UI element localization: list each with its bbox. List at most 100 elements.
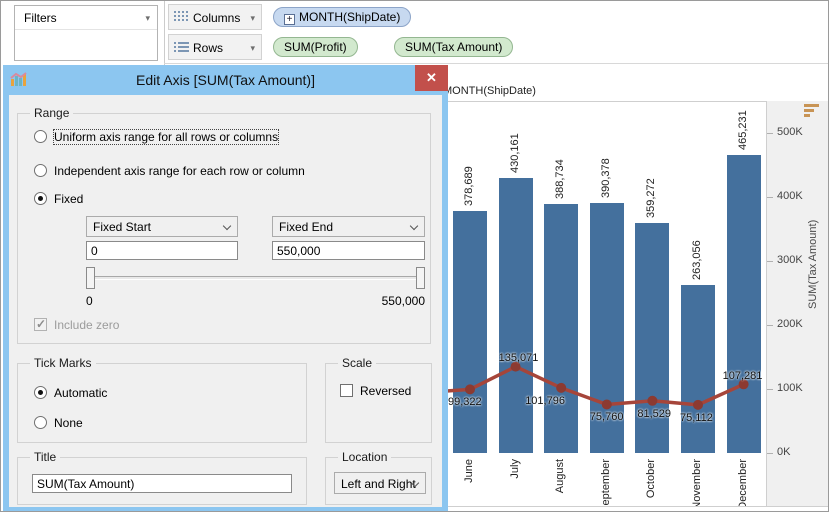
rows-icon — [174, 41, 189, 57]
x-axis-label-august[interactable]: August — [554, 459, 567, 494]
radio-independent-label[interactable]: Independent axis range for each row or c… — [54, 164, 305, 178]
axis-tick — [767, 261, 773, 262]
slider-min-label: 0 — [86, 294, 93, 308]
fixed-end-dropdown[interactable]: Fixed End — [272, 216, 425, 237]
reversed-label[interactable]: Reversed — [360, 384, 412, 398]
range-legend: Range — [30, 106, 74, 120]
radio-none-label[interactable]: None — [54, 416, 83, 430]
expand-icon[interactable]: + — [284, 14, 295, 25]
range-slider-track[interactable] — [86, 276, 425, 280]
panel-divider — [164, 1, 165, 65]
columns-caret-icon[interactable]: ▾ — [250, 13, 255, 23]
range-slider-handle-min[interactable] — [86, 267, 95, 289]
title-legend: Title — [30, 450, 61, 464]
x-axis-labels: June July August September October November De… — [441, 453, 766, 506]
columns-shelf-row: Columns ▾ + MONTH(ShipDate) — [168, 4, 828, 30]
edit-axis-dialog: Edit Axis [SUM(Tax Amount)] ✕ Range Unif… — [3, 65, 448, 511]
fixed-end-input[interactable] — [272, 241, 425, 260]
pill-month-shipdate[interactable]: + MONTH(ShipDate) — [273, 7, 412, 27]
line-marker — [647, 395, 658, 406]
columns-shelf-button[interactable]: Columns ▾ — [168, 4, 262, 30]
dialog-chart-icon — [10, 70, 28, 91]
column-field-header: MONTH(ShipDate) — [443, 85, 536, 97]
location-dropdown-value: Left and Right — [341, 477, 416, 491]
fixed-start-input[interactable] — [86, 241, 238, 260]
pill-label: MONTH(ShipDate) — [299, 10, 401, 24]
rows-shelf-button[interactable]: Rows ▾ — [168, 34, 262, 60]
line-value-label: 75,112 — [680, 411, 713, 424]
title-group: Title — [17, 450, 307, 505]
x-axis-label-june[interactable]: June — [463, 459, 475, 483]
line-marker — [601, 399, 612, 410]
bar-december[interactable] — [726, 155, 761, 453]
bar-october[interactable] — [635, 223, 670, 453]
radio-uniform-label[interactable]: Uniform axis range for all rows or colum… — [52, 129, 280, 145]
location-group: Location Left and Right — [325, 450, 432, 505]
chevron-down-icon — [409, 221, 419, 231]
fixed-start-dropdown[interactable]: Fixed Start — [86, 216, 238, 237]
rows-caret-icon[interactable]: ▾ — [250, 43, 255, 53]
y-axis-title: SUM(Tax Amount) — [807, 219, 819, 309]
chart-view[interactable]: MONTH(ShipDate) 0K 100K 200K 300K 400K 500K 37… — [441, 79, 828, 511]
filters-caret-icon[interactable]: ▾ — [145, 13, 150, 23]
reversed-checkbox[interactable] — [340, 384, 353, 397]
radio-fixed[interactable] — [34, 192, 47, 205]
filters-shelf[interactable]: Filters ▾ — [14, 5, 158, 61]
location-legend: Location — [338, 450, 392, 464]
pill-sum-tax-amount[interactable]: SUM(Tax Amount) — [394, 37, 514, 57]
pane-bottom-border — [441, 506, 828, 507]
bar-june[interactable] — [453, 210, 487, 453]
line-value-label: 99,322 — [448, 396, 482, 409]
line-marker — [693, 399, 703, 410]
axis-tick — [767, 325, 773, 326]
filters-label: Filters — [24, 11, 57, 25]
axis-tick — [767, 197, 773, 198]
line-marker — [556, 382, 567, 393]
range-group: Range Uniform axis range for all rows or… — [17, 106, 431, 344]
dialog-titlebar[interactable]: Edit Axis [SUM(Tax Amount)] ✕ — [3, 65, 448, 95]
range-slider-handle-max[interactable] — [416, 267, 425, 289]
radio-none[interactable] — [34, 416, 47, 429]
x-axis-label-december[interactable]: December — [736, 459, 749, 506]
radio-uniform[interactable] — [34, 130, 47, 143]
include-zero-checkbox — [34, 317, 47, 331]
x-axis-label-october[interactable]: October — [645, 459, 658, 499]
bar-november[interactable] — [681, 284, 715, 453]
close-button[interactable]: ✕ — [415, 65, 448, 91]
pill-label: SUM(Profit) — [284, 40, 347, 54]
line-value-label: 101,796 — [525, 394, 565, 407]
columns-icon — [174, 11, 189, 27]
radio-independent[interactable] — [34, 164, 47, 177]
x-axis-label-november[interactable]: November — [691, 459, 703, 506]
axis-tick-label: 500K — [777, 126, 803, 138]
slider-max-label: 550,000 — [381, 294, 425, 308]
x-axis-label-september[interactable]: September — [599, 459, 612, 506]
line-value-label: 75,760 — [589, 410, 624, 423]
pill-sum-profit[interactable]: SUM(Profit) — [273, 37, 358, 57]
bar-september[interactable] — [589, 203, 624, 453]
scale-legend: Scale — [338, 356, 377, 370]
fixed-start-dropdown-label: Fixed Start — [93, 220, 152, 234]
line-marker — [510, 361, 521, 372]
line-marker — [465, 384, 475, 395]
bar-august[interactable] — [544, 204, 579, 453]
x-axis-label-july[interactable]: July — [508, 459, 521, 479]
axis-title-input[interactable] — [32, 474, 292, 493]
radio-automatic[interactable] — [34, 386, 47, 399]
tick-marks-legend: Tick Marks — [30, 356, 96, 370]
pill-label: SUM(Tax Amount) — [405, 40, 503, 54]
location-dropdown[interactable]: Left and Right — [334, 472, 426, 494]
axis-strip — [767, 101, 828, 506]
bar-july[interactable] — [498, 177, 533, 453]
line-series — [441, 361, 749, 410]
line-value-label: 107,281 — [722, 370, 763, 383]
filters-header: Filters ▾ — [15, 6, 157, 30]
sort-icon[interactable] — [804, 104, 820, 118]
line-marker — [738, 379, 749, 390]
axis-tick-label: 400K — [777, 190, 803, 202]
radio-automatic-label[interactable]: Automatic — [54, 386, 108, 400]
radio-fixed-label[interactable]: Fixed — [54, 192, 84, 206]
pane-top-border — [441, 101, 766, 102]
columns-label: Columns — [193, 11, 241, 25]
